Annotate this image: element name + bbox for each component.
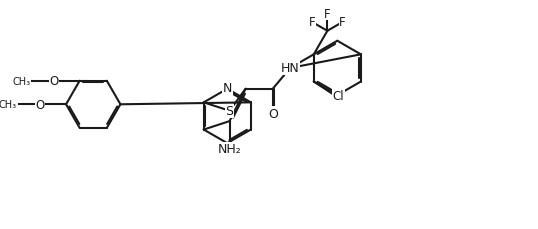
Text: F: F	[339, 16, 346, 29]
Text: F: F	[324, 8, 331, 21]
Text: CH₃: CH₃	[12, 76, 31, 86]
Text: S: S	[225, 105, 233, 118]
Text: NH₂: NH₂	[218, 143, 242, 156]
Text: Cl: Cl	[332, 89, 344, 102]
Text: O: O	[268, 107, 278, 120]
Text: HN: HN	[281, 62, 300, 75]
Text: N: N	[223, 82, 232, 95]
Text: O: O	[36, 98, 45, 111]
Text: CH₃: CH₃	[0, 100, 17, 110]
Text: O: O	[49, 75, 59, 88]
Text: F: F	[309, 16, 315, 29]
